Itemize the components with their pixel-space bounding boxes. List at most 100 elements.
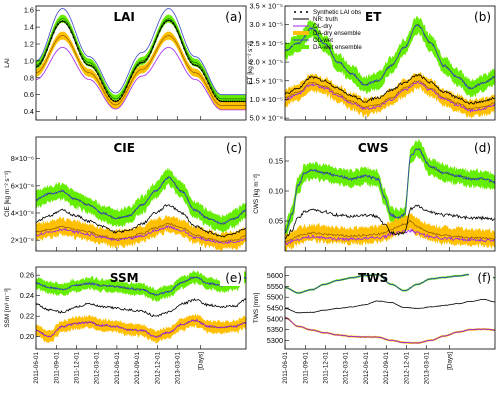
obs-point	[57, 23, 59, 26]
y-tick-label: 0.05	[269, 217, 283, 226]
y-tick-label: 2.5 × 10⁻⁵	[250, 39, 283, 48]
x-tick-label: 2011-09-01	[53, 352, 60, 384]
panel-d: 0.05 0.10 0.15 CWS [kg m⁻²] CWS (d)	[253, 136, 496, 252]
band-da_dry	[36, 31, 246, 110]
legend-label: NR: truth	[313, 16, 338, 23]
obs-point	[194, 64, 197, 66]
band-da_dry	[285, 71, 495, 119]
band-da_wet	[285, 138, 495, 241]
obs-point	[181, 41, 183, 44]
plot-area-c	[36, 167, 246, 251]
y-tick-label: 1.4	[24, 23, 34, 32]
x-tick-label: 2011-09-01	[302, 352, 309, 384]
y-tick-label: 0.15	[269, 157, 283, 166]
panel-e: 0.20 0.22 0.24 0.26 SSM [m³ m⁻³] 2011-06-01 20…	[4, 266, 247, 385]
panel-frame-e	[35, 266, 247, 350]
y-tick-label: 0.20	[20, 332, 34, 341]
legend-dot	[300, 11, 302, 13]
y-tick-label: 3.0 × 10⁻⁵	[250, 20, 283, 29]
panel-label-bg	[469, 270, 493, 286]
x-tick-label: 2012-12-01	[154, 352, 161, 385]
obs-point	[196, 64, 199, 67]
obs-point	[79, 53, 82, 55]
panel-label-bg	[220, 140, 244, 156]
panel-label-bg	[220, 9, 244, 25]
plot-area-f	[285, 271, 495, 345]
obs-point	[176, 30, 179, 33]
obs-point	[240, 100, 243, 103]
panel-label: (e)	[225, 271, 242, 285]
obs-point	[119, 97, 121, 100]
obs-point	[61, 20, 64, 23]
y-tick-label: 0.8	[24, 73, 34, 82]
panel-title: TWS	[358, 271, 388, 285]
obs-point	[238, 100, 241, 103]
y-tick-label: 0.4	[24, 107, 34, 116]
obs-point	[227, 100, 230, 103]
obs-point	[127, 81, 130, 83]
y-tick-label: 4×10⁻⁶	[11, 209, 34, 218]
panel-frame-a	[35, 5, 247, 121]
x-tick-label: 2011-06-01	[282, 352, 289, 384]
y-tick-label: 8×10⁻⁶	[11, 154, 34, 163]
obs-point	[200, 69, 203, 72]
obs-point	[185, 53, 188, 55]
obs-point	[52, 31, 55, 34]
panel-label: (a)	[225, 10, 242, 24]
y-tick-label: 2×10⁻⁶	[11, 236, 34, 245]
panel-label: (b)	[474, 10, 491, 24]
legend-label: OL-wet	[313, 37, 333, 44]
obs-point	[187, 57, 190, 60]
obs-point	[103, 87, 106, 89]
y-tick-label: 0.26	[20, 271, 34, 280]
x-tick-label: 2012-06-01	[114, 352, 121, 385]
obs-point	[192, 63, 194, 66]
obs-point	[225, 100, 228, 103]
band-da_wet	[36, 167, 246, 235]
y-tick-label: 5550	[267, 282, 283, 291]
y-axis-label: CIE [kg m⁻² s⁻¹]	[4, 171, 11, 217]
obs-point	[209, 87, 212, 89]
obs-point	[139, 62, 141, 65]
line-truth	[36, 297, 246, 318]
line-ol_dry	[36, 47, 246, 111]
panel-a: 0.4 0.6 0.8 1.0 1.2 1.4 1.6 LAI LAI (a)	[4, 5, 247, 121]
obs-point	[218, 99, 221, 102]
y-tick-label: 6×10⁻⁶	[11, 181, 34, 190]
x-tick-label: 2012-03-01	[94, 352, 101, 385]
panel-label-bg	[469, 9, 493, 25]
line-ol_dry	[285, 228, 495, 246]
obs-point	[132, 71, 135, 74]
line-truth	[285, 204, 495, 240]
obs-point	[152, 46, 155, 48]
obs-point	[94, 69, 97, 72]
x-tick-label: 2011-12-01	[73, 352, 80, 384]
obs-point	[220, 100, 223, 103]
panel-title: LAI	[113, 10, 134, 24]
obs-point	[189, 61, 192, 63]
obs-point	[114, 100, 117, 103]
obs-point	[216, 98, 219, 100]
obs-point	[231, 100, 234, 103]
line-ol_dry	[36, 224, 246, 245]
panel-title: CWS	[358, 141, 389, 155]
obs-point	[234, 100, 236, 103]
y-tick-label: 1.0 × 10⁻⁵	[250, 95, 283, 104]
obs-point	[211, 91, 214, 94]
obs-point	[43, 54, 46, 57]
line-ol_wet	[285, 272, 495, 294]
obs-point	[136, 64, 139, 67]
obs-point	[178, 36, 181, 38]
panel-label: (f)	[477, 271, 491, 285]
legend-label: Synthetic LAI obs	[313, 9, 361, 16]
legend-label: DA-dry ensemble	[313, 30, 361, 37]
x-tick-label: [Days]	[447, 352, 454, 370]
obs-point	[229, 100, 232, 103]
y-tick-label: 0.10	[269, 187, 283, 196]
panel-b: 5.0 × 10⁻⁶ 1.0 × 10⁻⁵ 1.5 × 10⁻⁵ 2.0 × 10⁻⁵…	[247, 2, 496, 123]
obs-point	[81, 57, 84, 60]
panel-frame-d	[284, 136, 496, 252]
obs-point	[130, 76, 133, 78]
line-ol_wet	[36, 8, 246, 96]
